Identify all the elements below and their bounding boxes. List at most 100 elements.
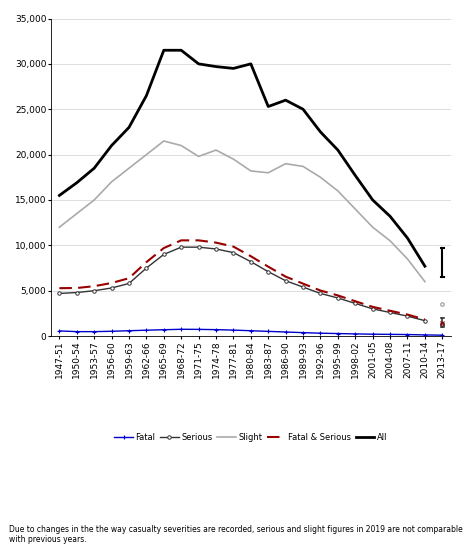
Slight: [144, 151, 149, 158]
Fatal: [213, 326, 219, 333]
Fatal: [144, 327, 149, 333]
Slight: [300, 163, 306, 170]
All: [196, 60, 201, 67]
Fatal & Serious: [231, 243, 236, 250]
Fatal: [439, 332, 445, 338]
All: [178, 47, 184, 53]
All: [352, 172, 358, 179]
Serious: [266, 268, 271, 275]
Serious: [213, 246, 219, 252]
All: [56, 192, 62, 199]
Slight: [231, 156, 236, 162]
Slight: [213, 147, 219, 153]
Slight: [178, 142, 184, 149]
Fatal & Serious: [300, 280, 306, 287]
Fatal & Serious: [56, 285, 62, 292]
Serious: [387, 309, 393, 316]
All: [300, 106, 306, 113]
All: [387, 213, 393, 219]
Serious: [248, 258, 254, 265]
Slight: [283, 161, 288, 167]
Serious: [283, 277, 288, 284]
Line: All: All: [59, 50, 425, 266]
Slight: [352, 206, 358, 212]
All: [283, 97, 288, 103]
All: [213, 63, 219, 70]
Fatal: [126, 327, 132, 334]
Fatal & Serious: [422, 316, 428, 323]
Slight: [266, 169, 271, 176]
Serious: [161, 251, 167, 258]
Fatal: [283, 329, 288, 336]
Slight: [335, 188, 341, 194]
Serious: [126, 280, 132, 287]
Fatal & Serious: [74, 285, 80, 292]
Slight: [91, 197, 97, 204]
All: [74, 179, 80, 186]
Slight: [196, 153, 201, 159]
Fatal: [370, 331, 376, 338]
All: [266, 103, 271, 110]
Fatal & Serious: [161, 245, 167, 251]
Fatal & Serious: [352, 298, 358, 305]
All: [109, 142, 114, 149]
Slight: [74, 210, 80, 217]
Fatal & Serious: [109, 280, 114, 287]
Fatal: [56, 328, 62, 334]
All: [231, 65, 236, 72]
All: [318, 129, 323, 135]
Serious: [91, 288, 97, 294]
Fatal: [318, 330, 323, 337]
Serious: [318, 290, 323, 297]
Slight: [248, 168, 254, 174]
Serious: [74, 289, 80, 296]
All: [370, 197, 376, 204]
Serious: [196, 244, 201, 250]
Text: Due to changes in the the way casualty severities are recorded, serious and slig: Due to changes in the the way casualty s…: [9, 525, 463, 544]
Slight: [387, 238, 393, 244]
Serious: [144, 265, 149, 271]
Slight: [56, 224, 62, 230]
Line: Fatal: Fatal: [57, 327, 445, 338]
Fatal: [387, 331, 393, 338]
Fatal & Serious: [196, 237, 201, 244]
Fatal: [196, 326, 201, 333]
Fatal & Serious: [335, 292, 341, 299]
Fatal & Serious: [178, 237, 184, 244]
Fatal & Serious: [126, 275, 132, 282]
Slight: [422, 278, 428, 285]
Serious: [178, 244, 184, 250]
All: [404, 235, 410, 241]
Fatal & Serious: [144, 259, 149, 266]
Fatal: [335, 330, 341, 337]
Serious: [56, 290, 62, 297]
Serious: [404, 313, 410, 320]
Serious: [422, 317, 428, 324]
Fatal & Serious: [387, 307, 393, 314]
Fatal & Serious: [283, 273, 288, 280]
Fatal: [248, 327, 254, 334]
Serious: [109, 285, 114, 292]
All: [161, 47, 167, 53]
Slight: [161, 138, 167, 144]
Fatal & Serious: [404, 311, 410, 318]
Slight: [370, 224, 376, 230]
All: [144, 92, 149, 99]
Serious: [300, 284, 306, 290]
Legend: Fatal, Serious, Slight, Fatal & Serious, All: Fatal, Serious, Slight, Fatal & Serious,…: [111, 429, 391, 445]
Line: Fatal & Serious: Fatal & Serious: [59, 240, 425, 320]
Serious: [352, 300, 358, 307]
Serious: [370, 306, 376, 312]
Fatal: [422, 332, 428, 338]
All: [335, 147, 341, 153]
Slight: [404, 256, 410, 262]
Slight: [318, 174, 323, 180]
Fatal: [74, 328, 80, 335]
Fatal: [109, 328, 114, 334]
All: [126, 124, 132, 131]
Fatal & Serious: [370, 304, 376, 310]
Serious: [335, 295, 341, 301]
All: [422, 263, 428, 270]
Line: Slight: Slight: [59, 141, 425, 282]
Fatal: [178, 326, 184, 333]
